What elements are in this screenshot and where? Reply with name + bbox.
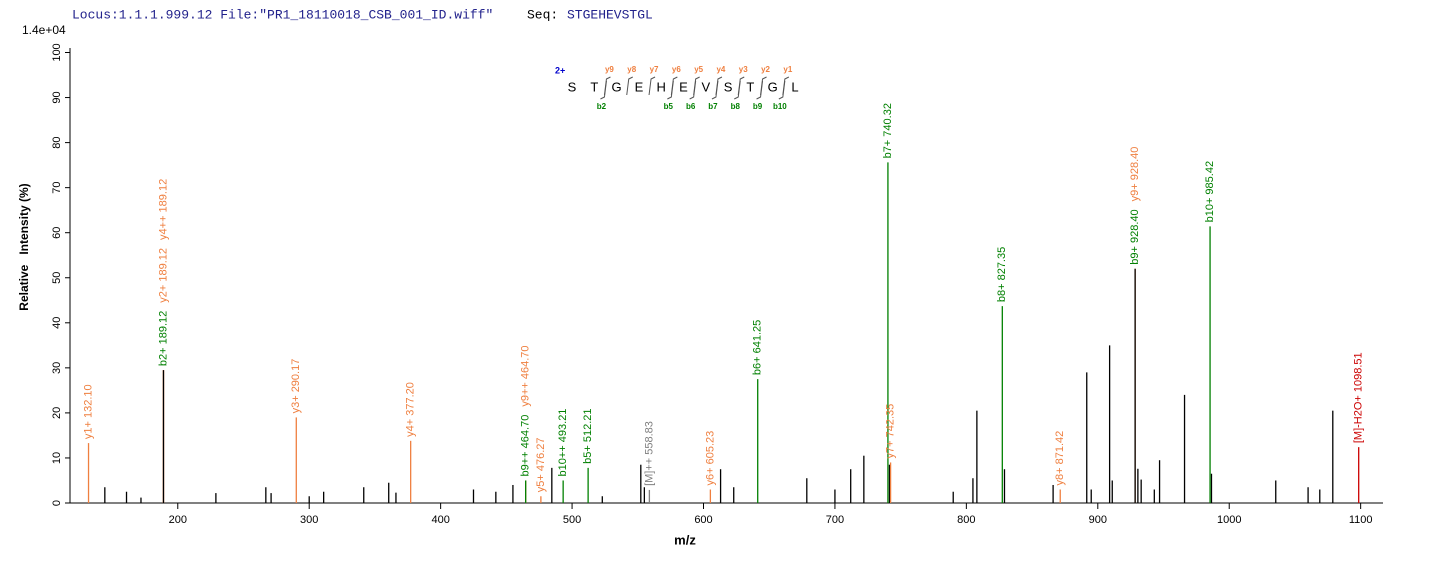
b-fragment-bracket [667, 80, 674, 100]
b-fragment-bracket [600, 80, 607, 100]
y-ion-label: y7 [650, 65, 659, 74]
x-tick-label: 600 [694, 514, 712, 526]
peak-label: b9++ 464.70 [520, 415, 532, 477]
residue: H [657, 79, 666, 94]
y-tick-label: 20 [51, 407, 63, 419]
peak-label: y3+ 290.17 [290, 359, 302, 414]
peak-label: y9++ 464.70 [520, 346, 532, 407]
y-tick-label: 60 [51, 227, 63, 239]
b-fragment-bracket [734, 80, 741, 100]
peak-label: b6+ 641.25 [752, 320, 764, 375]
x-tick-label: 900 [1089, 514, 1107, 526]
b-ion-label: b2 [597, 102, 607, 111]
y-tick-label: 90 [51, 91, 63, 103]
peak-label: b2+ 189.12 [157, 311, 169, 366]
x-tick-label: 800 [957, 514, 975, 526]
residue: S [568, 79, 577, 94]
x-tick-label: 1000 [1217, 514, 1241, 526]
peak-label: y4+ 377.20 [405, 382, 417, 437]
peak-label: b7+ 740.32 [882, 103, 894, 158]
y-ion-label: y4 [716, 65, 725, 74]
y-fragment-bracket [648, 76, 656, 96]
y-ion-label: y1 [783, 65, 792, 74]
b-fragment-bracket [711, 80, 719, 100]
peak-label: [M]-H2O+ 1098.51 [1353, 352, 1365, 443]
residue: E [679, 79, 688, 94]
peak-label: y2+ 189.12 [157, 248, 169, 303]
b-fragment-bracket [778, 80, 786, 100]
peak-label: b8+ 827.35 [996, 247, 1008, 302]
b-fragment-bracket [756, 80, 764, 100]
residue: T [590, 79, 598, 94]
peak-label: [M]++ 558.83 [643, 421, 655, 486]
y-tick-label: 30 [51, 362, 63, 374]
y-ion-label: y9 [605, 65, 614, 74]
y-tick-label: 0 [51, 500, 63, 506]
residue: G [768, 79, 778, 94]
peak-label: y1+ 132.10 [82, 384, 94, 439]
header-seq: STGEHEVSTGL [567, 7, 653, 22]
y-tick-label: 70 [51, 182, 63, 194]
peak-label: y5+ 476.27 [535, 437, 547, 492]
x-tick-label: 300 [300, 514, 318, 526]
residue: L [791, 79, 798, 94]
x-tick-label: 700 [826, 514, 844, 526]
header-seq-label: Seq: [527, 7, 558, 22]
x-tick-label: 500 [563, 514, 581, 526]
b-ion-label: b10 [773, 102, 787, 111]
y-tick-label: 50 [51, 272, 63, 284]
residue: S [724, 79, 733, 94]
y-tick-label: 10 [51, 452, 63, 464]
x-tick-label: 1100 [1349, 514, 1373, 526]
peak-label: b5+ 512.21 [582, 408, 594, 463]
y-ion-label: y6 [672, 65, 681, 74]
y-ion-label: y3 [739, 65, 748, 74]
peak-label: y8+ 871.42 [1054, 431, 1066, 486]
b-ion-label: b7 [708, 102, 718, 111]
y-axis-label: Relative Intensity (%) [17, 183, 31, 310]
x-tick-label: 200 [169, 514, 187, 526]
y-fragment-bracket [626, 76, 633, 96]
b-ion-label: b6 [686, 102, 696, 111]
header-locus: Locus:1.1.1.999.12 File:"PR1_18110018_CS… [72, 7, 493, 22]
peak-label: y7+ 742.35 [884, 404, 896, 459]
y-ion-label: y8 [627, 65, 636, 74]
b-ion-label: b5 [664, 102, 674, 111]
charge-label: 2+ [555, 65, 565, 75]
peak-label: b10+ 985.42 [1204, 161, 1216, 222]
x-tick-label: 400 [431, 514, 449, 526]
y-ion-label: y5 [694, 65, 703, 74]
b-fragment-bracket [689, 80, 697, 100]
residue: E [635, 79, 644, 94]
x-axis-label: m/z [674, 532, 696, 547]
residue: G [612, 79, 622, 94]
b-ion-label: b9 [753, 102, 763, 111]
y-ion-label: y2 [761, 65, 770, 74]
peak-label: b9+ 928.40 [1129, 209, 1141, 264]
y-tick-label: 100 [51, 43, 63, 61]
peak-label: y6+ 605.23 [704, 431, 716, 486]
peak-label: y4++ 189.12 [157, 179, 169, 240]
residue: T [746, 79, 754, 94]
peak-label: b10++ 493.21 [557, 409, 569, 477]
b-ion-label: b8 [731, 102, 741, 111]
y-tick-label: 40 [51, 317, 63, 329]
residue: V [701, 79, 710, 94]
y-tick-label: 80 [51, 136, 63, 148]
intensity-scale: 1.4e+04 [22, 23, 66, 37]
peak-label: y9+ 928.40 [1129, 147, 1141, 202]
